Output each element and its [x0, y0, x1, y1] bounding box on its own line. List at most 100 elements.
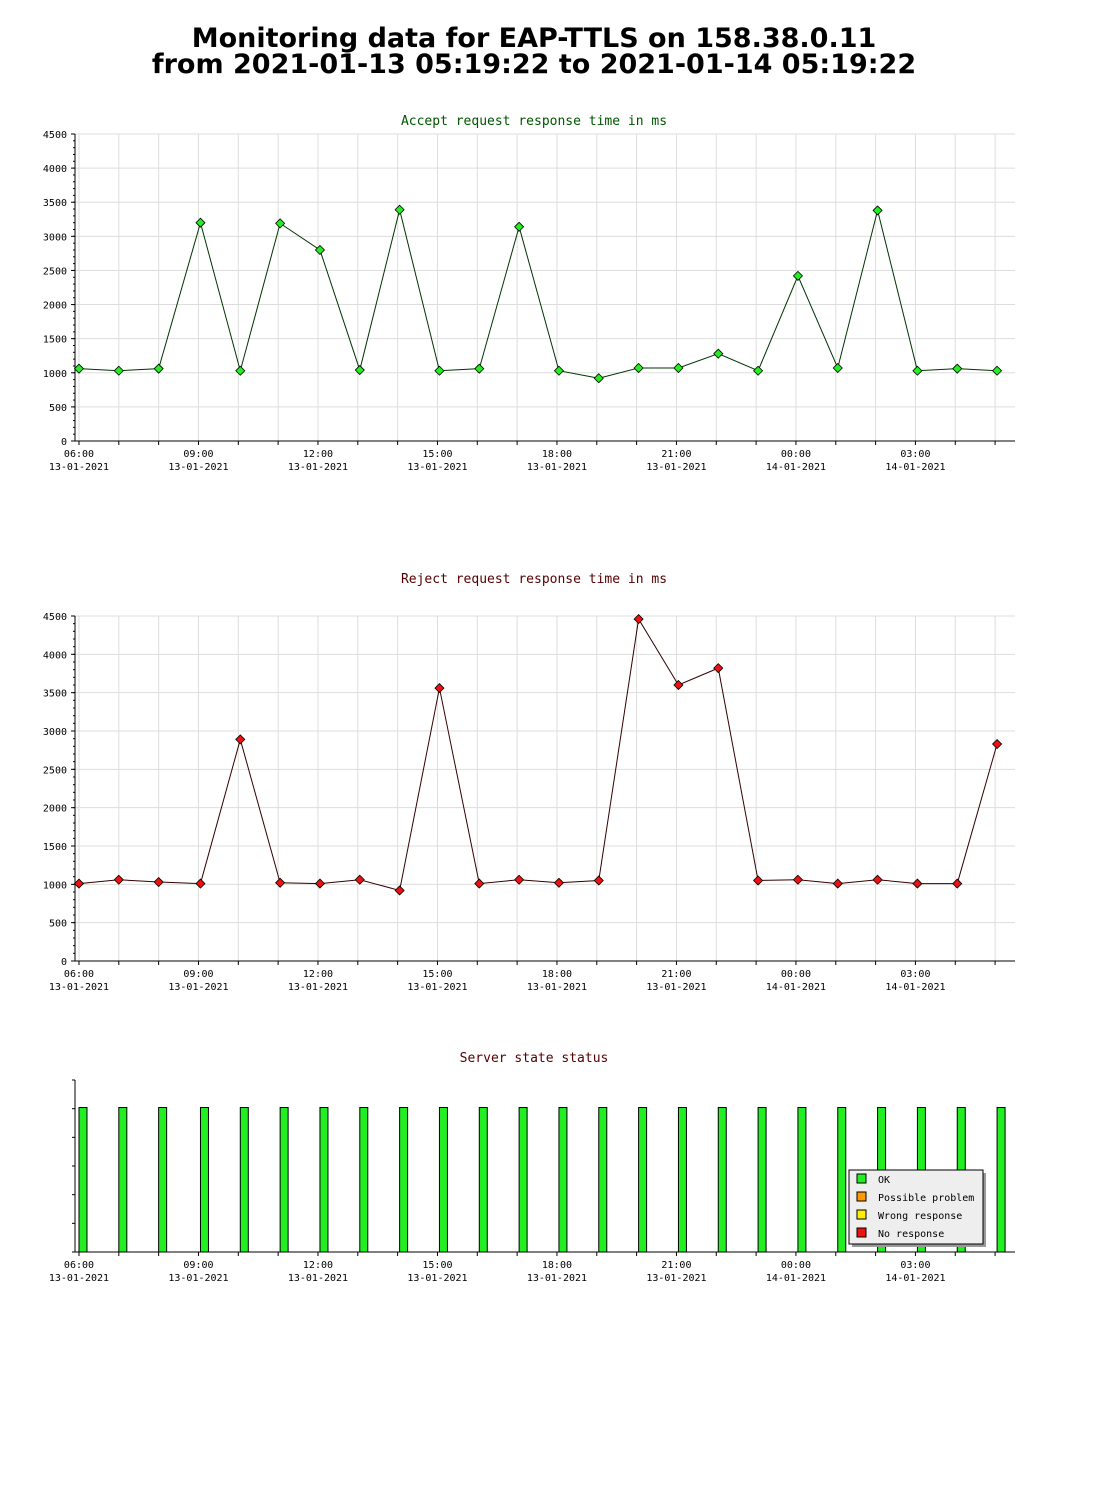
x-tick-label-date: 13-01-2021	[49, 1273, 109, 1284]
status-bar	[717, 1107, 727, 1253]
data-point	[633, 362, 644, 374]
x-tick-label-time: 21:00	[661, 1260, 691, 1271]
x-tick-label-date: 14-01-2021	[885, 462, 945, 473]
y-tick-label: 3500	[43, 689, 67, 700]
data-point	[434, 365, 445, 376]
x-tick-label-time: 12:00	[303, 449, 333, 460]
data-point	[474, 878, 485, 889]
y-tick-label: 3500	[43, 198, 67, 209]
legend-box	[848, 1169, 984, 1245]
y-tick-label: 3000	[43, 727, 67, 738]
page-title-line1: Monitoring data for EAP-TTLS on 158.38.0…	[191, 23, 877, 54]
x-tick-label-time: 03:00	[900, 969, 930, 980]
y-tick-label: 0	[61, 957, 67, 968]
data-point	[153, 363, 164, 374]
data-point	[394, 204, 405, 215]
x-tick-label-time: 15:00	[422, 969, 452, 980]
data-point	[792, 874, 803, 885]
data-point	[275, 877, 286, 888]
data-point	[832, 362, 843, 374]
data-point	[753, 365, 764, 376]
data-point	[633, 614, 644, 625]
data-point	[673, 679, 684, 691]
data-point	[593, 875, 604, 886]
data-point	[753, 875, 764, 886]
status-bar	[199, 1107, 209, 1253]
status-bar	[319, 1107, 329, 1253]
y-tick-label: 1000	[43, 880, 67, 891]
status-bar	[996, 1107, 1006, 1253]
data-point	[514, 221, 525, 232]
data-point	[195, 878, 206, 889]
y-tick-label: 2000	[43, 804, 67, 815]
x-tick-label-time: 09:00	[183, 449, 213, 460]
status-bar	[837, 1107, 847, 1253]
data-point	[113, 874, 124, 885]
status-bar	[438, 1107, 448, 1253]
status-bar	[638, 1107, 648, 1253]
x-tick-label-time: 06:00	[64, 1260, 94, 1271]
x-tick-label-date: 13-01-2021	[646, 462, 706, 473]
x-tick-label-date: 13-01-2021	[646, 982, 706, 993]
x-tick-label-time: 00:00	[781, 969, 811, 980]
data-point	[354, 874, 365, 885]
data-point	[992, 365, 1003, 376]
x-tick-label-date: 14-01-2021	[885, 1273, 945, 1284]
x-tick-label-date: 13-01-2021	[49, 462, 109, 473]
data-point	[713, 663, 724, 674]
x-tick-label-date: 13-01-2021	[288, 462, 348, 473]
x-tick-label-time: 09:00	[183, 1260, 213, 1271]
x-tick-label-time: 03:00	[900, 1260, 930, 1271]
x-tick-label-time: 00:00	[781, 449, 811, 460]
data-point	[872, 874, 883, 885]
x-tick-label-time: 12:00	[303, 969, 333, 980]
legend-label: No response	[878, 1229, 944, 1240]
x-tick-label-date: 13-01-2021	[288, 1273, 348, 1284]
x-tick-label-date: 13-01-2021	[407, 982, 467, 993]
data-point	[113, 365, 124, 376]
x-tick-label-date: 13-01-2021	[527, 1273, 587, 1284]
data-point	[872, 205, 883, 216]
status-bar	[118, 1107, 128, 1253]
y-tick-label: 4000	[43, 164, 67, 175]
data-point	[912, 878, 923, 889]
reject-chart-title: Reject request response time in ms	[400, 572, 668, 587]
status-bar	[797, 1107, 807, 1253]
x-tick-label-date: 13-01-2021	[646, 1273, 706, 1284]
series-line	[78, 209, 998, 379]
x-tick-label-time: 09:00	[183, 969, 213, 980]
data-point	[235, 734, 246, 745]
y-tick-label: 500	[49, 919, 67, 930]
data-point	[235, 365, 246, 376]
x-tick-label-time: 15:00	[422, 449, 452, 460]
y-tick-label: 1500	[43, 335, 67, 346]
status-bar	[239, 1107, 249, 1253]
x-tick-label-time: 21:00	[661, 449, 691, 460]
data-point	[73, 363, 85, 374]
data-point	[553, 877, 565, 888]
data-point	[153, 876, 164, 888]
y-tick-label: 1500	[43, 842, 67, 853]
y-tick-label: 4500	[43, 612, 67, 623]
page-title-line2: from 2021-01-13 05:19:22 to 2021-01-14 0…	[151, 49, 917, 80]
x-tick-label-date: 13-01-2021	[288, 982, 348, 993]
accept-chart-title: Accept request response time in ms	[400, 114, 668, 129]
x-tick-label-date: 13-01-2021	[168, 982, 228, 993]
status-bar	[399, 1107, 409, 1253]
x-tick-label-time: 18:00	[542, 969, 572, 980]
data-point	[553, 365, 565, 376]
data-point	[673, 362, 684, 374]
status-bar	[518, 1107, 528, 1253]
status-bar	[558, 1107, 568, 1253]
status-bar	[78, 1107, 88, 1253]
y-tick-label: 2500	[43, 765, 67, 776]
y-tick-label: 3000	[43, 232, 67, 243]
data-point	[832, 878, 843, 889]
legend-swatch	[856, 1227, 867, 1238]
x-tick-label-time: 15:00	[422, 1260, 452, 1271]
x-tick-label-time: 21:00	[661, 969, 691, 980]
x-tick-label-date: 14-01-2021	[766, 982, 826, 993]
data-point	[314, 244, 326, 256]
x-tick-label-date: 14-01-2021	[766, 462, 826, 473]
x-tick-label-date: 13-01-2021	[407, 1273, 467, 1284]
